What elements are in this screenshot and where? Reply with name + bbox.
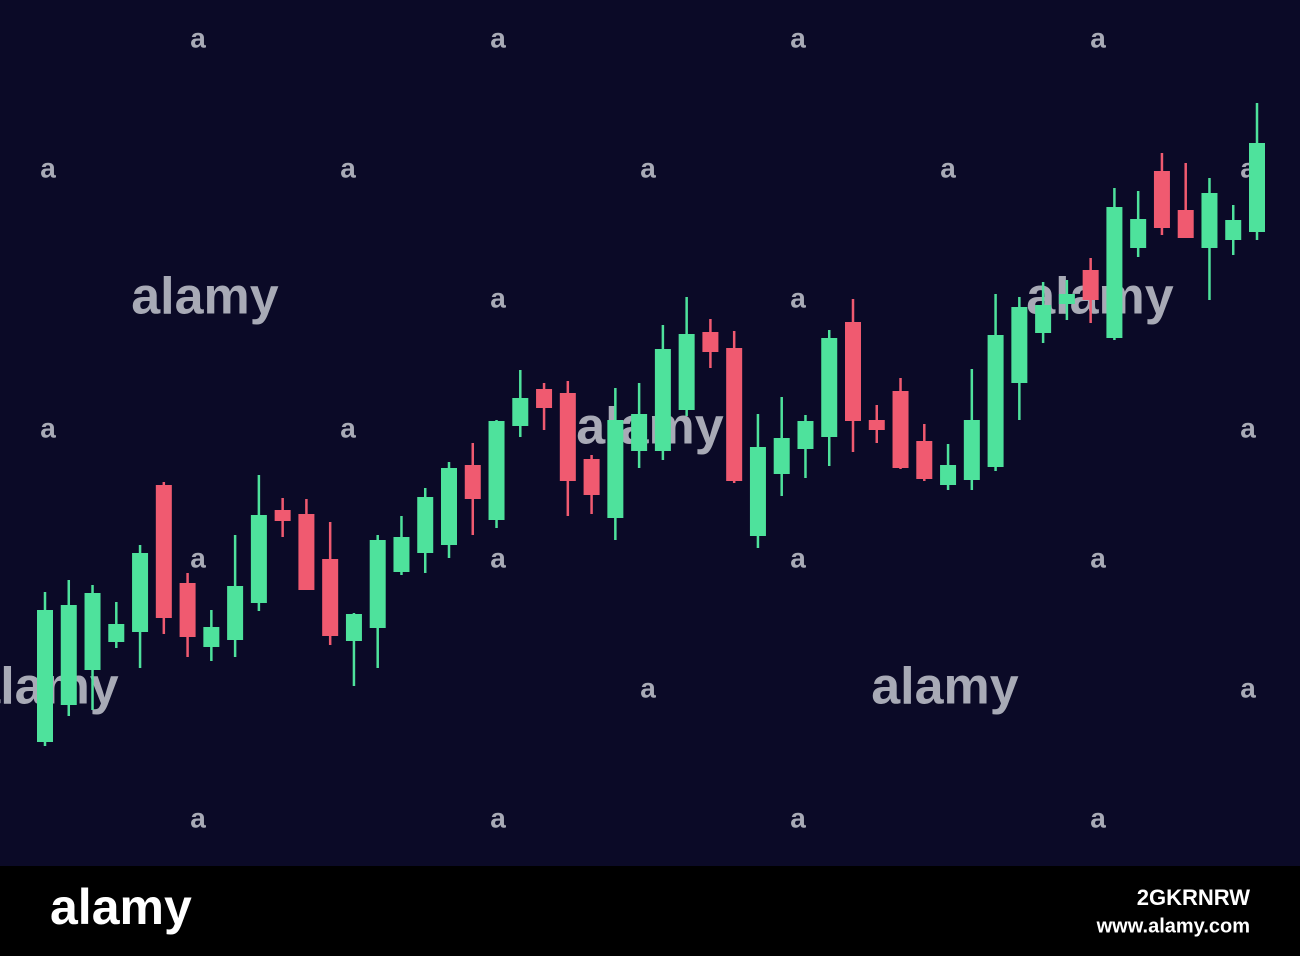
candle-body — [132, 553, 149, 632]
candle-body — [227, 586, 244, 640]
candle-body — [1249, 143, 1265, 232]
watermark-icon: a — [790, 802, 806, 833]
candle-body — [821, 338, 838, 437]
image-id: 2GKRNRW — [1137, 885, 1251, 910]
candle-body — [1035, 305, 1052, 333]
candle-body — [488, 421, 505, 520]
candles — [37, 103, 1265, 746]
candle-body — [203, 627, 220, 647]
candle-body — [678, 334, 695, 410]
watermark-icon: a — [1090, 542, 1106, 573]
candle-body — [963, 420, 980, 480]
watermark-icon: a — [790, 22, 806, 53]
candle-body — [345, 614, 362, 641]
candle-body — [1201, 193, 1218, 248]
candle-body — [916, 441, 933, 479]
candle-body — [1011, 307, 1028, 383]
candle-body — [1225, 220, 1242, 240]
candle-body — [274, 510, 291, 521]
website: www.alamy.com — [1096, 915, 1250, 937]
watermark-text: alamy — [871, 658, 1019, 716]
footer-bar — [0, 866, 1300, 956]
candle-body — [393, 537, 410, 572]
watermark-icon: a — [190, 542, 206, 573]
candle-body — [892, 391, 909, 468]
candle-body — [559, 393, 576, 481]
watermark-icon: a — [640, 152, 656, 183]
candle-body — [464, 465, 481, 499]
watermark-icon: a — [490, 22, 506, 53]
candle-body — [1082, 270, 1099, 300]
watermark-icon: a — [490, 282, 506, 313]
candle-body — [179, 583, 196, 637]
watermark-icon: a — [490, 542, 506, 573]
watermark-text: alamy — [131, 268, 279, 326]
candle-body — [1130, 219, 1147, 248]
watermark-text: alamy — [576, 398, 724, 456]
candle-body — [250, 515, 267, 603]
candle-body — [322, 559, 339, 636]
watermark-icon: a — [340, 412, 356, 443]
candle-body — [987, 335, 1004, 467]
candle-body — [1177, 210, 1194, 238]
candle-body — [1106, 207, 1123, 338]
watermark-text: alamy — [0, 658, 119, 716]
watermark-icon: a — [190, 802, 206, 833]
watermark-icon: a — [40, 412, 56, 443]
candle-body — [583, 459, 600, 495]
candle-body — [298, 514, 315, 590]
candle-body — [749, 447, 766, 536]
candle-body — [845, 322, 861, 421]
candle-body — [868, 420, 885, 430]
candle-body — [773, 438, 790, 474]
watermark-icon: a — [340, 152, 356, 183]
candle-body — [155, 485, 172, 618]
candle-body — [654, 349, 671, 451]
watermark-icon: a — [790, 542, 806, 573]
candle-body — [536, 389, 553, 408]
chart-background — [0, 0, 1300, 866]
watermark-icon: a — [1240, 412, 1256, 443]
candle-body — [726, 348, 743, 481]
candle-body — [369, 540, 386, 628]
candle-body — [108, 624, 125, 642]
candle-body — [940, 465, 957, 485]
candle-body — [60, 605, 77, 705]
watermark-icon: a — [940, 152, 956, 183]
candle-body — [631, 414, 648, 451]
watermark-icon: a — [1090, 22, 1106, 53]
candle-body — [607, 420, 624, 518]
candle-body — [702, 332, 719, 352]
candle-body — [417, 497, 434, 553]
candle-body — [84, 593, 101, 670]
watermark-icon: a — [490, 802, 506, 833]
footer-brand: alamy — [50, 879, 192, 935]
watermark-icon: a — [1240, 672, 1256, 703]
candle-body — [512, 398, 529, 426]
candle-body — [1153, 171, 1170, 228]
candle-body — [441, 468, 457, 545]
watermark-icon: a — [640, 672, 656, 703]
candle-body — [1058, 294, 1075, 304]
candle-body — [37, 610, 53, 742]
watermark-icon: a — [40, 152, 56, 183]
watermark-icon: a — [190, 22, 206, 53]
candle-body — [797, 421, 814, 449]
watermark-icon: a — [1090, 802, 1106, 833]
watermark-icon: a — [790, 282, 806, 313]
